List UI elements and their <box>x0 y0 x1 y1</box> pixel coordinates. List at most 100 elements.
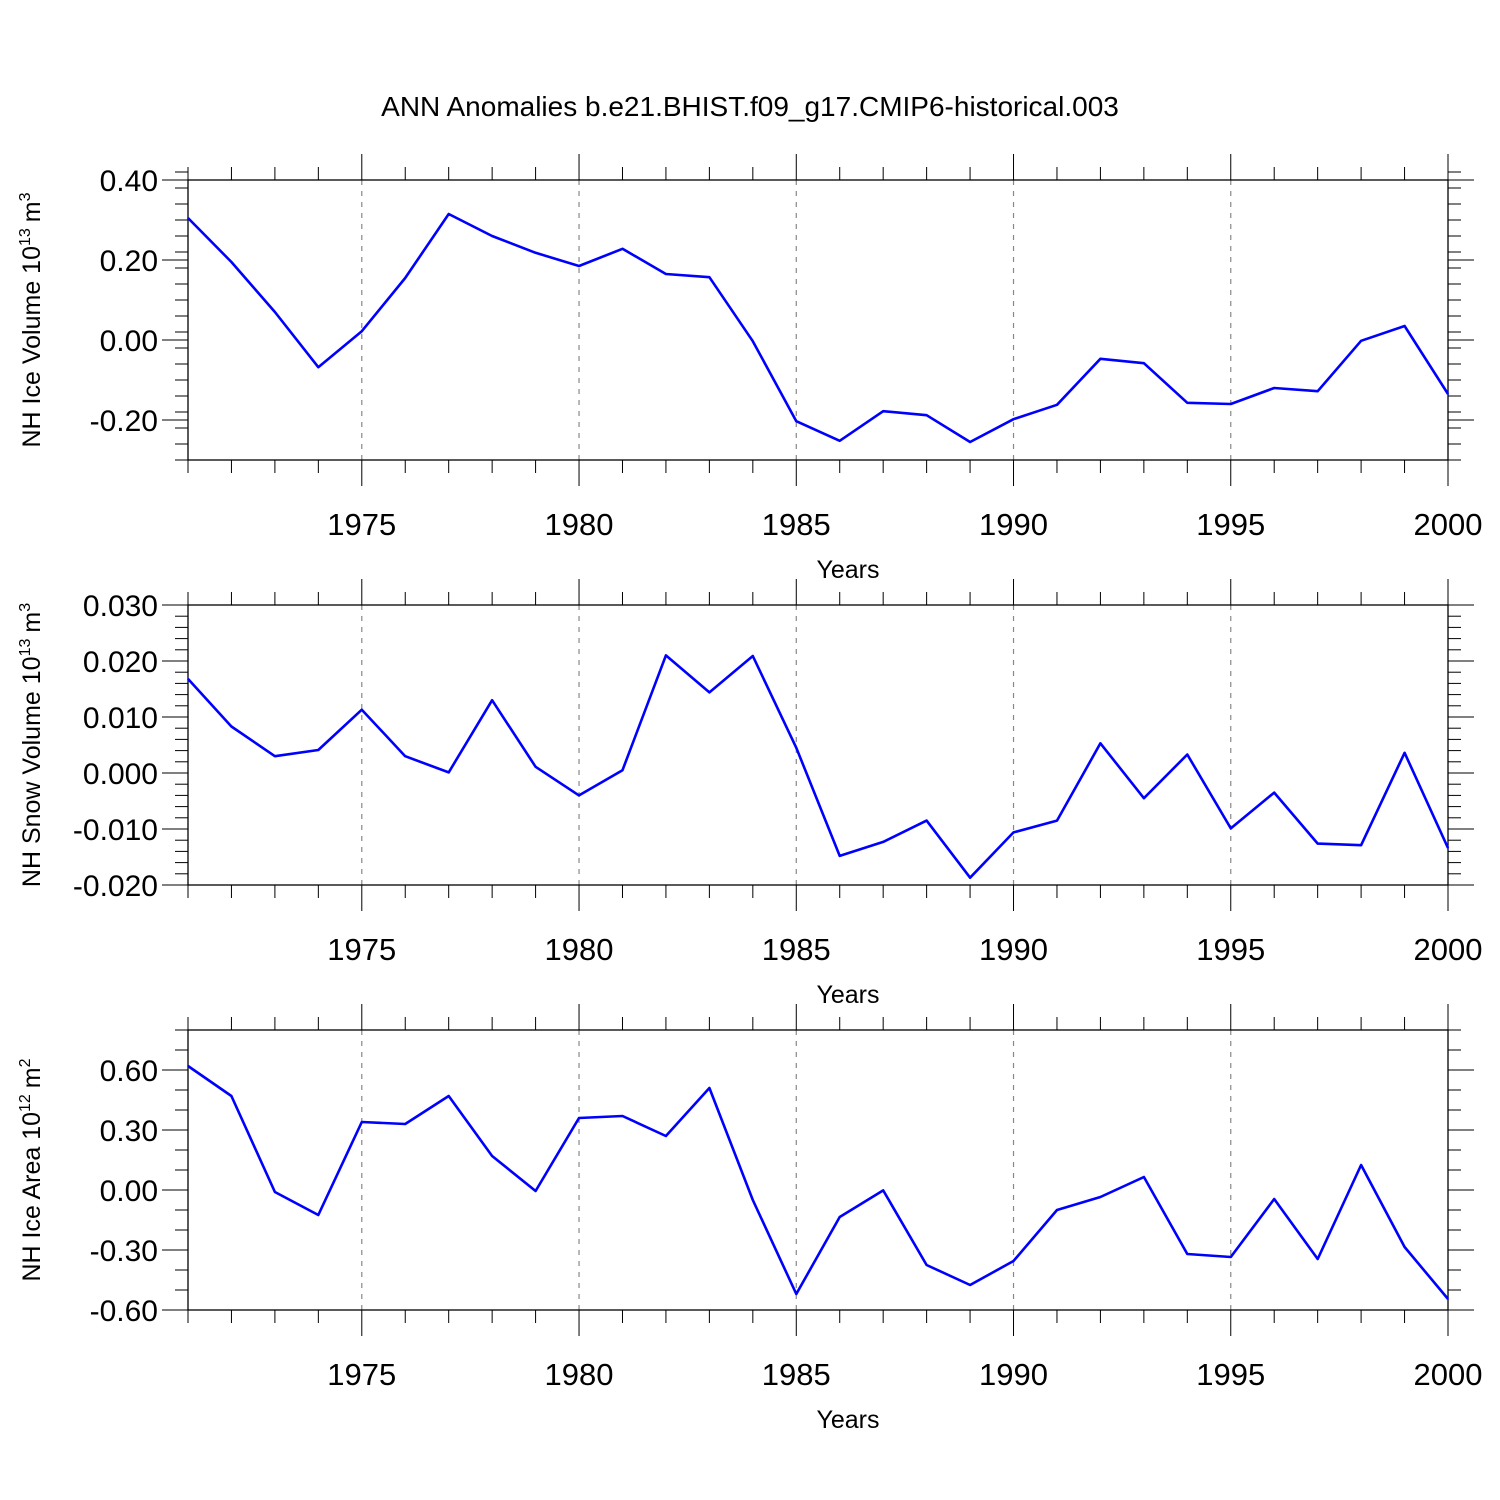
y-tick-label: -0.60 <box>90 1295 158 1328</box>
data-point <box>447 213 450 215</box>
x-tick-label: 1975 <box>327 507 396 542</box>
y-tick-label: -0.30 <box>90 1235 158 1268</box>
panel-2: -0.020 -0.010 0.000 0.010 0.020 0.030 1975 1980… <box>17 579 1482 1009</box>
data-point <box>274 755 276 757</box>
y-axis-label-unit: m <box>18 612 46 633</box>
data-point <box>882 841 884 843</box>
y-axis-label-unit-exponent: 3 <box>17 192 34 201</box>
data-point <box>1056 819 1058 822</box>
y-tick-label: 0.40 <box>100 165 158 198</box>
data-point <box>665 1135 667 1137</box>
data-point <box>925 819 928 822</box>
data-point <box>1229 827 1232 830</box>
data-point <box>1447 1298 1449 1300</box>
data-point <box>882 410 884 413</box>
data-point <box>621 248 624 250</box>
data-point <box>274 311 276 313</box>
plot-frame <box>187 604 1449 886</box>
data-point <box>317 1214 320 1216</box>
x-tick-label: 1980 <box>545 1357 614 1392</box>
data-point <box>534 1190 537 1192</box>
data-point <box>1273 1198 1276 1200</box>
data-point <box>925 414 928 417</box>
x-tick-label: 1985 <box>762 507 831 542</box>
x-tick-label: 2000 <box>1414 507 1483 542</box>
data-point <box>1403 1246 1406 1248</box>
y-tick-label: -0.20 <box>90 405 158 438</box>
y-axis-label-main: NH Ice Area 10 <box>18 1112 46 1282</box>
x-tick-label: 1990 <box>979 1357 1048 1392</box>
y-tick-label: -0.020 <box>73 870 158 903</box>
x-tick-label: 1985 <box>762 1357 831 1392</box>
data-point <box>317 366 320 369</box>
data-point <box>404 755 407 757</box>
x-tick-label: 2000 <box>1414 932 1483 967</box>
data-point <box>1056 404 1058 406</box>
y-axis-label: NH Ice Area 1012 m2 <box>17 1058 46 1281</box>
x-tick-label: 1995 <box>1196 507 1265 542</box>
data-point <box>1143 362 1145 365</box>
data-point <box>1099 742 1102 745</box>
y-axis-label-main: NH Snow Volume 10 <box>18 656 46 887</box>
panel-3: -0.60 -0.30 0.00 0.30 0.60 1975 1980 1985 1990 19… <box>17 1004 1482 1434</box>
data-point <box>621 1115 624 1117</box>
y-axis-label: NH Snow Volume 1013 m3 <box>17 603 46 887</box>
data-point <box>665 273 667 275</box>
data-point <box>882 1189 884 1192</box>
x-tick-label: 1990 <box>979 932 1048 967</box>
y-tick-label: 0.30 <box>100 1115 158 1148</box>
y-axis-label-main: NH Ice Volume 10 <box>18 246 46 448</box>
data-point <box>578 794 580 797</box>
data-point <box>838 440 841 442</box>
x-axis-label: Years <box>816 556 879 584</box>
y-axis-label-unit: m <box>18 201 46 222</box>
y-tick-label: 0.60 <box>100 1055 158 1088</box>
data-point <box>1403 325 1406 327</box>
y-axis-label-unit: m <box>18 1067 46 1088</box>
data-point <box>1229 1256 1232 1258</box>
data-point <box>1403 752 1406 754</box>
panel-1: -0.20 0.00 0.20 0.40 1975 1980 1985 1990 1995 200… <box>17 154 1482 584</box>
x-axis-label: Years <box>816 1406 879 1434</box>
data-point <box>578 265 580 267</box>
x-tick-label: 1995 <box>1196 1357 1265 1392</box>
data-point <box>752 1199 754 1201</box>
data-point <box>1143 1176 1145 1178</box>
data-point <box>1316 390 1319 393</box>
y-tick-label: 0.000 <box>83 758 158 791</box>
data-point <box>360 330 363 333</box>
y-axis-label-exponent: 13 <box>17 228 34 246</box>
chart-title: ANN Anomalies b.e21.BHIST.f09_g17.CMIP6-… <box>381 91 1119 122</box>
data-point <box>1273 387 1276 389</box>
x-tick-label: 1975 <box>327 932 396 967</box>
data-point <box>752 655 754 657</box>
y-tick-label: 0.010 <box>83 702 158 735</box>
y-tick-label: 0.00 <box>100 325 158 358</box>
series-line <box>187 654 1450 880</box>
data-point <box>274 1191 276 1193</box>
data-point <box>578 1117 580 1119</box>
plot-frame <box>187 179 1449 461</box>
data-point <box>1143 797 1145 799</box>
data-point <box>708 276 711 279</box>
panels: -0.20 0.00 0.20 0.40 1975 1980 1985 1990 1995 200… <box>17 154 1482 1434</box>
data-point <box>230 725 233 728</box>
data-point <box>925 1264 928 1266</box>
data-point <box>1360 1164 1362 1166</box>
x-tick-label: 1985 <box>762 932 831 967</box>
x-tick-label: 2000 <box>1414 1357 1483 1392</box>
data-point <box>1056 1209 1058 1211</box>
y-axis-label-exponent: 13 <box>17 639 34 657</box>
data-point <box>404 277 407 279</box>
data-point <box>752 340 754 343</box>
data-point <box>447 771 450 774</box>
data-point <box>230 261 233 263</box>
data-point <box>795 420 798 423</box>
data-point <box>795 747 798 749</box>
data-point <box>838 1216 841 1218</box>
series-line <box>187 1064 1449 1300</box>
y-tick-label: 0.00 <box>100 1175 158 1208</box>
data-point <box>1012 1260 1015 1262</box>
data-point <box>1012 418 1015 421</box>
